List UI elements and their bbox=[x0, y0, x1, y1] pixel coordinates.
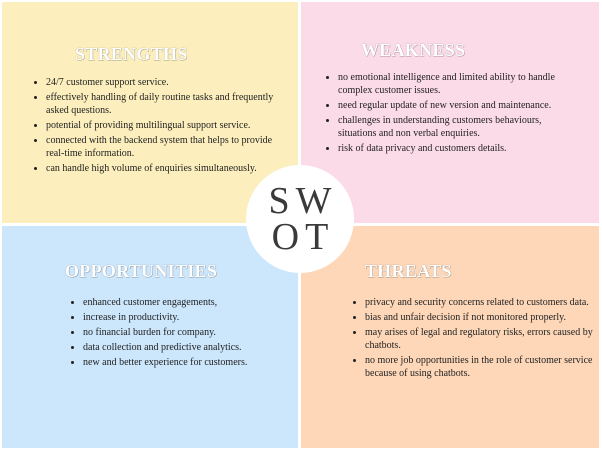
opportunities-quadrant: OPPORTUNITIES enhanced customer engageme… bbox=[2, 226, 298, 448]
list-item: new and better experience for customers. bbox=[83, 356, 293, 369]
list-item: challenges in understanding customers be… bbox=[338, 114, 570, 140]
weakness-title: WEAKNESS bbox=[361, 40, 466, 60]
threats-list: privacy and security concerns related to… bbox=[350, 296, 597, 382]
swot-letters-bottom: OT bbox=[271, 216, 335, 258]
list-item: no more job opportunities in the role of… bbox=[365, 354, 597, 380]
list-item: bias and unfair decision if not monitore… bbox=[365, 311, 597, 324]
weakness-quadrant: WEAKNESS no emotional intelligence and l… bbox=[301, 2, 599, 223]
list-item: enhanced customer engagements, bbox=[83, 296, 293, 309]
list-item: can handle high volume of enquiries simu… bbox=[46, 162, 276, 175]
weakness-list: no emotional intelligence and limited ab… bbox=[323, 71, 570, 157]
threats-quadrant: THREATS privacy and security concerns re… bbox=[301, 226, 599, 448]
strengths-quadrant: STRENGTHS 24/7 customer support service.… bbox=[2, 2, 298, 223]
list-item: no emotional intelligence and limited ab… bbox=[338, 71, 570, 97]
list-item: need regular update of new version and m… bbox=[338, 99, 570, 112]
swot-center-circle: SW OT bbox=[246, 165, 354, 273]
strengths-title: STRENGTHS bbox=[75, 44, 188, 64]
list-item: risk of data privacy and customers detai… bbox=[338, 142, 570, 155]
list-item: data collection and predictive analytics… bbox=[83, 341, 293, 354]
list-item: 24/7 customer support service. bbox=[46, 76, 276, 89]
list-item: connected with the backend system that h… bbox=[46, 134, 276, 160]
list-item: privacy and security concerns related to… bbox=[365, 296, 597, 309]
swot-letters-top: SW bbox=[268, 180, 338, 222]
list-item: effectively handling of daily routine ta… bbox=[46, 91, 276, 117]
list-item: increase in productivity. bbox=[83, 311, 293, 324]
threats-title: THREATS bbox=[365, 261, 452, 281]
list-item: potential of providing multilingual supp… bbox=[46, 119, 276, 132]
list-item: may arises of legal and regulatory risks… bbox=[365, 326, 597, 352]
opportunities-title: OPPORTUNITIES bbox=[65, 261, 218, 281]
strengths-list: 24/7 customer support service. effective… bbox=[31, 76, 276, 177]
opportunities-list: enhanced customer engagements, increase … bbox=[68, 296, 293, 371]
list-item: no financial burden for company. bbox=[83, 326, 293, 339]
